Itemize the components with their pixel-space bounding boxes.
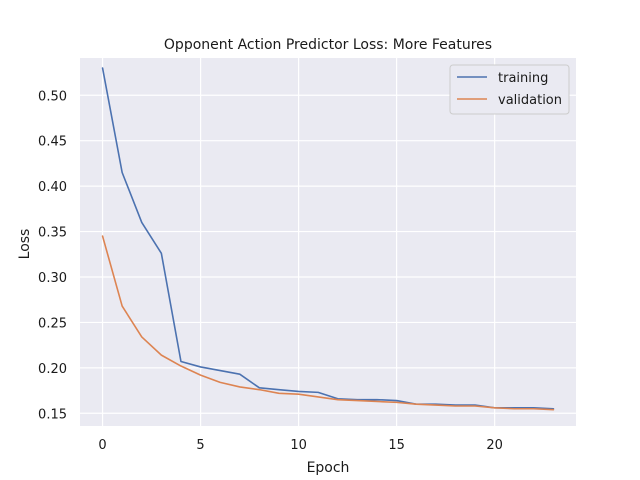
y-tick-label: 0.50 xyxy=(38,89,67,104)
x-tick-label: 15 xyxy=(388,438,405,453)
legend: training validation xyxy=(449,64,570,115)
x-axis-label: Epoch xyxy=(307,460,350,476)
x-gridlines xyxy=(101,58,496,426)
plot-area xyxy=(80,58,576,426)
x-tick-label: 5 xyxy=(196,438,204,453)
y-tick-label: 0.45 xyxy=(38,135,67,150)
series-lines xyxy=(101,67,555,411)
y-tick-labels: 0.15 0.20 0.25 0.30 0.35 0.40 0.45 0.50 xyxy=(38,89,67,422)
y-tick-label: 0.30 xyxy=(38,271,67,286)
series-line-validation xyxy=(101,235,555,411)
legend-label-training: training xyxy=(498,71,548,86)
x-tick-label: 20 xyxy=(486,438,503,453)
y-axis-label: Loss xyxy=(17,229,33,260)
y-tick-label: 0.25 xyxy=(38,316,67,331)
y-tick-label: 0.20 xyxy=(38,362,67,377)
x-tick-label: 10 xyxy=(290,438,307,453)
y-gridlines xyxy=(80,94,576,414)
chart-title: Opponent Action Predictor Loss: More Fea… xyxy=(164,37,492,53)
y-tick-label: 0.40 xyxy=(38,180,67,195)
y-tick-label: 0.35 xyxy=(38,226,67,241)
y-tick-label: 0.15 xyxy=(38,407,67,422)
x-tick-label: 0 xyxy=(98,438,106,453)
legend-label-validation: validation xyxy=(498,93,562,108)
x-tick-labels: 0 5 10 15 20 xyxy=(98,438,503,453)
